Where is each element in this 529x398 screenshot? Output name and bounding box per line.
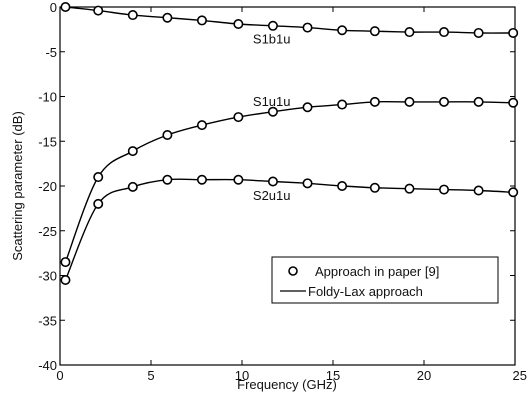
legend: Approach in paper [9] Foldy-Lax approach <box>271 256 499 304</box>
data-point-s1b1u <box>127 10 138 21</box>
data-point-s1u1u <box>93 172 104 183</box>
data-point-s1u1u <box>302 102 313 113</box>
series-label-s1u1u: S1u1u <box>253 94 291 109</box>
series-label-s2u1u: S2u1u <box>253 188 291 203</box>
data-point-s2u1u <box>473 185 484 196</box>
x-axis-ticks: 0 5 10 15 20 25 <box>56 7 527 383</box>
y-tick-label: -30 <box>38 269 57 284</box>
data-point-s1u1u <box>162 129 173 140</box>
data-point-s1b1u <box>93 5 104 16</box>
data-point-s1u1u <box>60 257 71 268</box>
legend-item-approach-paper: Approach in paper [9] <box>315 264 439 279</box>
data-point-s1u1u <box>404 96 415 107</box>
data-point-s1b1u <box>369 26 380 37</box>
data-point-s2u1u <box>302 178 313 189</box>
data-point-s2u1u <box>369 182 380 193</box>
data-point-s1u1u <box>337 99 348 110</box>
data-point-s2u1u <box>127 181 138 192</box>
legend-item-foldy-lax: Foldy-Lax approach <box>308 284 423 299</box>
data-point-s1b1u <box>508 27 519 38</box>
y-tick-label: -25 <box>38 224 57 239</box>
data-point-s1b1u <box>267 20 278 31</box>
x-tick-label: 10 <box>235 368 249 383</box>
x-tick-label: 25 <box>513 368 527 383</box>
x-axis-label: Frequency (GHz) <box>237 377 337 392</box>
data-point-s2u1u <box>508 187 519 198</box>
x-tick-label: 15 <box>326 368 340 383</box>
data-point-s2u1u <box>60 274 71 285</box>
y-tick-label: 0 <box>50 0 57 15</box>
series-markers <box>60 2 519 285</box>
y-tick-label: -20 <box>38 179 57 194</box>
data-point-s1b1u <box>337 25 348 36</box>
data-point-s1u1u <box>473 96 484 107</box>
x-tick-label: 5 <box>147 368 154 383</box>
y-tick-label: -35 <box>38 313 57 328</box>
y-tick-label: -40 <box>38 358 57 373</box>
data-point-s1u1u <box>439 96 450 107</box>
legend-marker-icon <box>288 266 298 276</box>
y-axis-label: Scattering parameter (dB) <box>10 111 25 261</box>
annotations: S1b1u S1u1u S2u1u <box>253 31 291 203</box>
data-point-s2u1u <box>233 174 244 185</box>
data-point-s2u1u <box>162 174 173 185</box>
data-point-s1b1u <box>439 27 450 38</box>
data-point-s1u1u <box>369 96 380 107</box>
data-point-s1b1u <box>196 15 207 26</box>
data-point-s1b1u <box>162 12 173 23</box>
legend-box <box>271 256 499 304</box>
data-point-s1u1u <box>508 97 519 108</box>
x-tick-label: 20 <box>417 368 431 383</box>
data-point-s1u1u <box>233 112 244 123</box>
data-point-s2u1u <box>196 174 207 185</box>
data-point-s1u1u <box>127 146 138 157</box>
data-point-s1b1u <box>60 2 71 12</box>
data-point-s2u1u <box>267 176 278 187</box>
series-label-s1b1u: S1b1u <box>253 31 291 46</box>
y-tick-label: -5 <box>45 45 57 60</box>
data-point-s2u1u <box>439 184 450 195</box>
data-point-s1u1u <box>267 106 278 117</box>
data-point-s2u1u <box>404 183 415 194</box>
y-axis-ticks: 0 -5 -10 -15 -20 -25 -30 -35 -40 <box>38 0 515 373</box>
y-tick-label: -10 <box>38 90 57 105</box>
data-point-s2u1u <box>337 181 348 192</box>
x-tick-label: 0 <box>56 368 63 383</box>
data-point-s1b1u <box>404 27 415 38</box>
y-tick-label: -15 <box>38 134 57 149</box>
data-point-s1u1u <box>196 120 207 131</box>
data-point-s1b1u <box>233 19 244 30</box>
data-point-s1b1u <box>473 27 484 38</box>
series-lines <box>64 6 514 281</box>
data-point-s2u1u <box>93 198 104 209</box>
data-point-s1b1u <box>302 22 313 33</box>
